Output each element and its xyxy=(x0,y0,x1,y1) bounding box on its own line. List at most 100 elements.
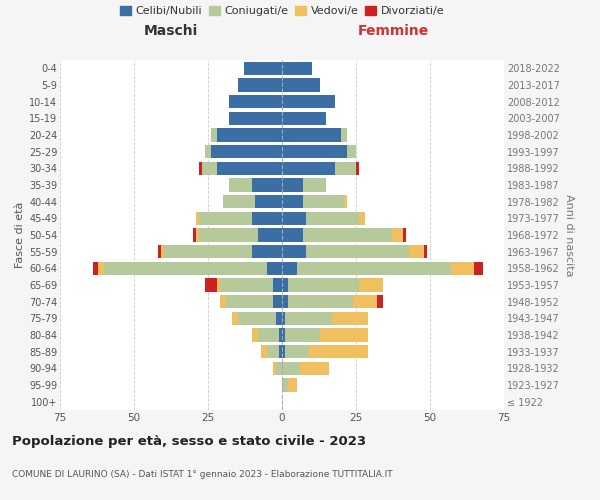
Bar xyxy=(259,228,282,241)
Bar xyxy=(196,212,199,225)
Bar xyxy=(282,345,285,358)
Bar xyxy=(300,362,329,375)
Bar xyxy=(229,178,253,192)
Bar xyxy=(392,228,403,241)
Bar xyxy=(288,278,359,291)
Bar xyxy=(282,295,288,308)
Bar xyxy=(238,78,282,92)
Y-axis label: Fasce di età: Fasce di età xyxy=(14,202,25,268)
Bar xyxy=(282,212,305,225)
Bar xyxy=(253,328,259,342)
Bar xyxy=(229,112,282,125)
Bar xyxy=(276,362,282,375)
Bar xyxy=(282,62,311,75)
Bar xyxy=(451,262,475,275)
Bar xyxy=(285,328,320,342)
Bar xyxy=(282,245,305,258)
Bar xyxy=(282,112,326,125)
Bar xyxy=(308,345,368,358)
Bar xyxy=(282,178,303,192)
Bar xyxy=(199,212,253,225)
Bar xyxy=(282,195,303,208)
Bar xyxy=(220,295,226,308)
Bar xyxy=(359,278,383,291)
Bar xyxy=(104,262,267,275)
Bar xyxy=(282,278,288,291)
Bar xyxy=(282,162,335,175)
Y-axis label: Anni di nascita: Anni di nascita xyxy=(564,194,574,276)
Bar xyxy=(403,228,406,241)
Bar xyxy=(199,228,259,241)
Bar xyxy=(341,128,347,141)
Bar xyxy=(217,128,282,141)
Bar xyxy=(353,295,377,308)
Bar xyxy=(282,128,341,141)
Bar xyxy=(202,162,217,175)
Bar xyxy=(217,278,220,291)
Bar xyxy=(229,95,282,108)
Bar xyxy=(205,145,211,158)
Bar xyxy=(424,245,427,258)
Bar xyxy=(253,245,282,258)
Bar xyxy=(288,378,297,392)
Bar xyxy=(377,295,383,308)
Bar xyxy=(282,95,335,108)
Legend: Celibi/Nubili, Coniugati/e, Vedovi/e, Divorziati/e: Celibi/Nubili, Coniugati/e, Vedovi/e, Di… xyxy=(116,2,448,20)
Bar xyxy=(238,312,276,325)
Bar xyxy=(282,362,300,375)
Text: Maschi: Maschi xyxy=(144,24,198,38)
Bar xyxy=(273,362,276,375)
Bar xyxy=(279,328,282,342)
Bar xyxy=(282,262,297,275)
Bar xyxy=(347,145,356,158)
Bar xyxy=(282,145,347,158)
Bar xyxy=(193,228,196,241)
Bar xyxy=(199,162,202,175)
Bar xyxy=(217,162,282,175)
Bar xyxy=(475,262,483,275)
Bar xyxy=(158,245,161,258)
Bar xyxy=(211,128,217,141)
Text: Popolazione per età, sesso e stato civile - 2023: Popolazione per età, sesso e stato civil… xyxy=(12,435,366,448)
Bar xyxy=(92,262,98,275)
Bar xyxy=(259,328,279,342)
Bar xyxy=(161,245,164,258)
Bar xyxy=(282,378,288,392)
Bar xyxy=(211,145,282,158)
Bar xyxy=(285,345,308,358)
Bar xyxy=(320,328,368,342)
Bar xyxy=(232,312,238,325)
Bar xyxy=(276,312,282,325)
Bar xyxy=(297,262,451,275)
Text: COMUNE DI LAURINO (SA) - Dati ISTAT 1° gennaio 2023 - Elaborazione TUTTITALIA.IT: COMUNE DI LAURINO (SA) - Dati ISTAT 1° g… xyxy=(12,470,392,479)
Bar xyxy=(303,178,326,192)
Bar xyxy=(356,162,359,175)
Bar xyxy=(305,245,409,258)
Bar xyxy=(273,278,282,291)
Bar xyxy=(226,295,273,308)
Bar xyxy=(267,345,279,358)
Bar xyxy=(196,228,199,241)
Bar xyxy=(282,312,285,325)
Bar xyxy=(164,245,253,258)
Bar xyxy=(335,162,356,175)
Bar xyxy=(303,195,344,208)
Bar xyxy=(261,345,267,358)
Bar xyxy=(279,345,282,358)
Text: Femmine: Femmine xyxy=(358,24,428,38)
Bar xyxy=(223,195,256,208)
Bar xyxy=(305,212,359,225)
Bar xyxy=(282,228,303,241)
Bar xyxy=(332,312,368,325)
Bar xyxy=(359,212,365,225)
Bar xyxy=(256,195,282,208)
Bar xyxy=(409,245,424,258)
Bar xyxy=(205,278,217,291)
Bar xyxy=(244,62,282,75)
Bar xyxy=(253,212,282,225)
Bar xyxy=(273,295,282,308)
Bar xyxy=(282,328,285,342)
Bar xyxy=(253,178,282,192)
Bar xyxy=(220,278,273,291)
Bar xyxy=(288,295,353,308)
